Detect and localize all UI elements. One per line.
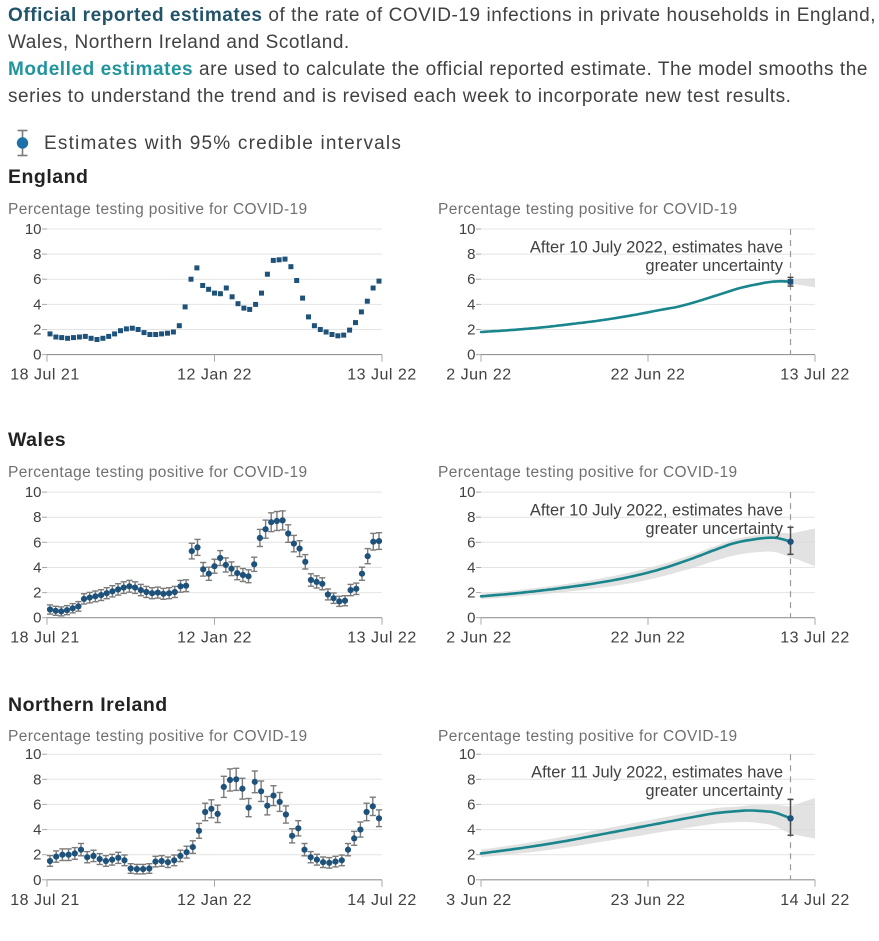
svg-text:2: 2 — [467, 322, 475, 339]
svg-text:0: 0 — [33, 347, 41, 364]
svg-text:6: 6 — [33, 796, 41, 813]
svg-text:6: 6 — [467, 796, 475, 813]
svg-text:8: 8 — [33, 771, 41, 788]
svg-text:13 Jul 22: 13 Jul 22 — [780, 367, 849, 384]
svg-text:4: 4 — [467, 822, 475, 839]
svg-text:4: 4 — [467, 296, 475, 313]
svg-text:12 Jan 22: 12 Jan 22 — [177, 892, 252, 909]
svg-text:13 Jul 22: 13 Jul 22 — [347, 630, 416, 647]
svg-text:0: 0 — [467, 610, 475, 627]
svg-text:10: 10 — [459, 221, 476, 238]
svg-text:18 Jul 21: 18 Jul 21 — [10, 892, 79, 909]
svg-text:2: 2 — [467, 847, 475, 864]
svg-text:greater uncertainty: greater uncertainty — [645, 257, 783, 275]
svg-text:After 11 July 2022, estimates: After 11 July 2022, estimates have — [531, 764, 783, 782]
svg-text:6: 6 — [33, 271, 41, 288]
svg-text:4: 4 — [467, 560, 475, 577]
svg-text:22 Jun 22: 22 Jun 22 — [611, 630, 686, 647]
svg-text:6: 6 — [467, 271, 475, 288]
svg-text:14 Jul 22: 14 Jul 22 — [780, 892, 849, 909]
svg-text:greater uncertainty: greater uncertainty — [645, 520, 783, 538]
svg-text:12 Jan 22: 12 Jan 22 — [177, 630, 252, 647]
svg-text:14 Jul 22: 14 Jul 22 — [347, 892, 416, 909]
svg-text:10: 10 — [459, 484, 476, 501]
svg-text:4: 4 — [33, 560, 41, 577]
svg-text:2: 2 — [467, 585, 475, 602]
svg-text:8: 8 — [467, 509, 475, 526]
svg-text:0: 0 — [33, 610, 41, 627]
svg-text:8: 8 — [33, 509, 41, 526]
svg-text:23 Jun 22: 23 Jun 22 — [611, 892, 686, 909]
svg-text:2: 2 — [33, 322, 41, 339]
svg-text:13 Jul 22: 13 Jul 22 — [780, 630, 849, 647]
svg-text:8: 8 — [467, 771, 475, 788]
svg-text:8: 8 — [467, 246, 475, 263]
svg-text:4: 4 — [33, 822, 41, 839]
svg-text:10: 10 — [25, 221, 42, 238]
svg-text:2 Jun 22: 2 Jun 22 — [446, 630, 511, 647]
svg-text:10: 10 — [25, 746, 42, 763]
svg-text:18 Jul 21: 18 Jul 21 — [10, 367, 79, 384]
svg-text:2: 2 — [33, 585, 41, 602]
svg-text:10: 10 — [25, 484, 42, 501]
svg-text:18 Jul 21: 18 Jul 21 — [10, 630, 79, 647]
svg-text:0: 0 — [467, 872, 475, 889]
svg-text:After 10 July 2022, estimates: After 10 July 2022, estimates have — [530, 502, 783, 520]
svg-text:13 Jul 22: 13 Jul 22 — [347, 367, 416, 384]
svg-text:6: 6 — [33, 534, 41, 551]
svg-text:greater uncertainty: greater uncertainty — [645, 782, 783, 800]
svg-text:6: 6 — [467, 534, 475, 551]
svg-text:8: 8 — [33, 246, 41, 263]
svg-text:4: 4 — [33, 296, 41, 313]
svg-text:2: 2 — [33, 847, 41, 864]
svg-text:0: 0 — [467, 347, 475, 364]
svg-text:10: 10 — [459, 746, 476, 763]
svg-text:3 Jun 22: 3 Jun 22 — [446, 892, 511, 909]
svg-text:2 Jun 22: 2 Jun 22 — [446, 367, 511, 384]
svg-text:0: 0 — [33, 872, 41, 889]
svg-text:After 10 July 2022, estimates: After 10 July 2022, estimates have — [530, 239, 783, 257]
svg-text:12 Jan 22: 12 Jan 22 — [177, 367, 252, 384]
svg-text:22 Jun 22: 22 Jun 22 — [611, 367, 686, 384]
